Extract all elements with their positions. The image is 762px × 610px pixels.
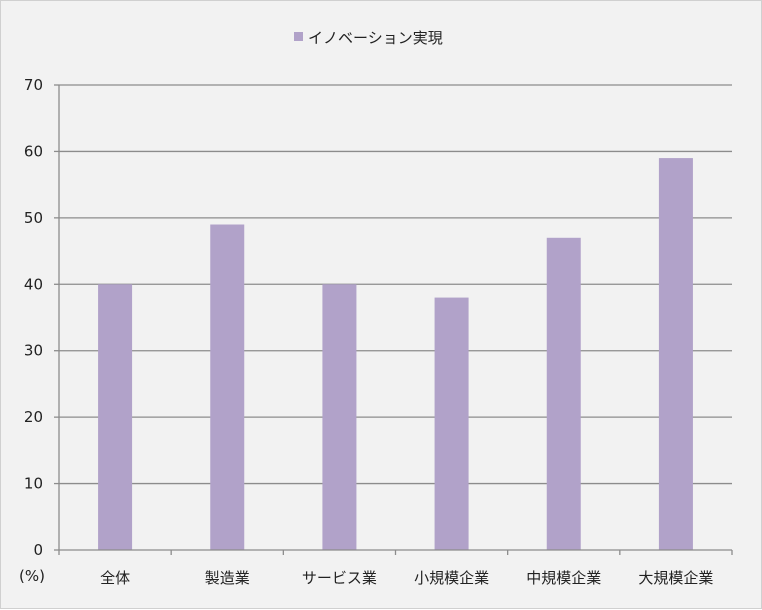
category-label: 大規模企業 (638, 569, 713, 587)
y-tick-label: 70 (24, 76, 43, 94)
bars (98, 158, 693, 551)
y-tick-label: 20 (24, 408, 43, 426)
y-tick-label: 50 (24, 209, 43, 227)
category-label: 小規模企業 (414, 569, 489, 587)
y-tick-label: 30 (24, 342, 43, 360)
y-tick-label: 10 (24, 475, 43, 493)
axes (58, 85, 732, 551)
category-labels: 全体 製造業 サービス業 小規模企業 中規模企業 大規模企業 (100, 569, 713, 587)
legend-label: イノベーション実現 (308, 29, 443, 47)
y-tick-labels: 0 10 20 30 40 50 60 70 (24, 76, 43, 559)
bar (98, 284, 133, 550)
gridlines (54, 84, 732, 551)
legend: イノベーション実現 (294, 29, 443, 47)
y-tick-label: 40 (24, 275, 43, 293)
bar (210, 224, 245, 550)
legend-swatch (294, 32, 303, 41)
y-tick-label: 0 (33, 541, 43, 559)
bar (546, 237, 581, 551)
category-label: 製造業 (205, 569, 250, 587)
bar (434, 297, 469, 550)
category-label: 全体 (100, 569, 130, 587)
category-label: 中規模企業 (526, 569, 601, 587)
x-tick-marks (58, 550, 733, 555)
y-axis-unit-label: (%) (19, 567, 45, 585)
category-label: サービス業 (302, 569, 377, 587)
y-tick-label: 60 (24, 142, 43, 160)
bar (658, 158, 693, 551)
bar (322, 284, 357, 550)
